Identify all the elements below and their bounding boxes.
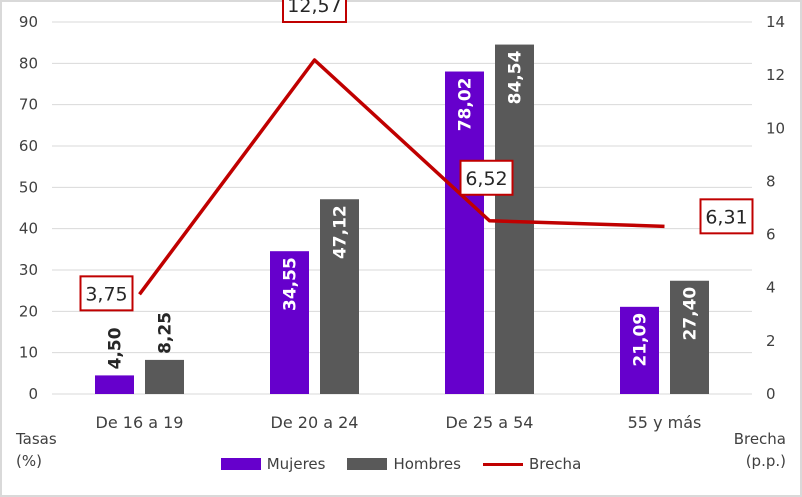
right-tick-label: 8 (766, 172, 776, 190)
bar-hombres (670, 280, 709, 394)
bar-hombres (495, 44, 534, 395)
right-tick-label: 10 (766, 119, 785, 137)
line-data-label: 6,31 (705, 206, 747, 228)
left-axis-title: Tasas (%) (16, 428, 57, 472)
left-tick-label: 50 (19, 178, 38, 196)
bar-data-label: 34,55 (281, 257, 301, 311)
legend-item-mujeres: Mujeres (220, 455, 326, 473)
left-axis-title-line: Tasas (16, 430, 57, 448)
left-tick-label: 10 (19, 344, 38, 362)
bar-hombres (145, 359, 184, 394)
bar-hombres (320, 199, 359, 394)
left-tick-label: 20 (19, 302, 38, 320)
right-tick-label: 2 (766, 332, 776, 350)
legend-swatch (220, 458, 261, 470)
bar-data-label: 27,40 (681, 287, 701, 341)
bar-mujeres (270, 251, 309, 394)
right-tick-label: 6 (766, 226, 776, 244)
line-brecha (138, 58, 665, 296)
bar-data-label: 21,09 (631, 313, 651, 367)
legend-swatch (347, 458, 388, 470)
right-tick-label: 12 (766, 66, 785, 84)
right-axis-title-line: (p.p.) (745, 452, 786, 470)
left-tick-label: 80 (19, 54, 38, 72)
legend-line-swatch (482, 462, 523, 466)
line-data-label: 6,52 (465, 168, 507, 190)
right-tick-label: 0 (766, 385, 776, 403)
left-tick-label: 40 (19, 220, 38, 238)
legend-label: Hombres (393, 455, 461, 473)
legend: Mujeres Hombres Brecha (0, 455, 802, 473)
line-label-box (699, 198, 754, 235)
left-tick-label: 90 (19, 13, 38, 31)
left-tick-label: 60 (19, 137, 38, 155)
bar-mujeres (620, 306, 659, 394)
line-label-box (79, 275, 134, 312)
bar-data-label: 47,12 (331, 205, 351, 259)
line-label-box (459, 159, 514, 196)
category-label: 55 y más (628, 413, 702, 432)
bar-data-label: 78,02 (456, 78, 476, 132)
bar-mujeres (95, 375, 134, 394)
legend-item-hombres: Hombres (347, 455, 461, 473)
line-label-box (282, 0, 347, 23)
left-tick-label: 0 (28, 385, 38, 403)
bar-data-label: 84,54 (506, 50, 526, 104)
category-label: De 20 a 24 (271, 413, 359, 432)
bar-data-label: 4,50 (106, 327, 126, 369)
right-axis-title-line: Brecha (733, 430, 786, 448)
legend-label: Mujeres (266, 455, 326, 473)
left-axis-title-line: (%) (16, 452, 42, 470)
right-tick-label: 14 (766, 13, 785, 31)
category-label: De 16 a 19 (96, 413, 184, 432)
left-tick-label: 30 (19, 261, 38, 279)
legend-label: Brecha (528, 455, 582, 473)
line-data-label: 3,75 (85, 283, 127, 305)
right-tick-label: 4 (766, 279, 776, 297)
left-tick-label: 70 (19, 96, 38, 114)
right-axis-title: Brecha (p.p.) (734, 428, 786, 472)
legend-item-brecha: Brecha (482, 455, 582, 473)
line-data-label: 12,57 (287, 0, 341, 17)
bar-mujeres (445, 71, 484, 394)
bar-data-label: 8,25 (156, 312, 176, 354)
category-label: De 25 a 54 (446, 413, 534, 432)
